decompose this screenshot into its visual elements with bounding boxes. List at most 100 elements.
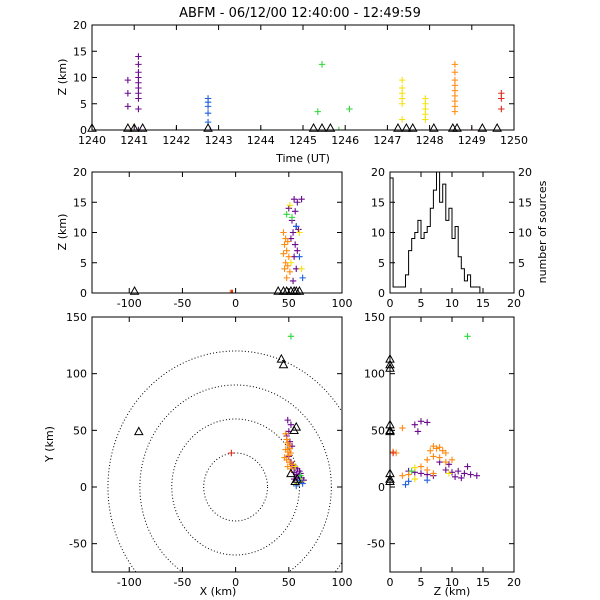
histogram-y-tick-label-left: 5 bbox=[378, 257, 385, 270]
z-y-yellow-source bbox=[411, 475, 418, 483]
station-triangle bbox=[428, 122, 439, 132]
time-height-y-tick-label: 15 bbox=[73, 45, 87, 58]
z-y-purple-source bbox=[458, 474, 465, 482]
plan-view-plot-area bbox=[107, 333, 342, 572]
z-y-x-tick-label: 0 bbox=[387, 576, 394, 589]
station-triangle bbox=[286, 468, 296, 478]
x-z-x-tick-label: 0 bbox=[232, 297, 239, 310]
time-height-frame bbox=[91, 24, 515, 131]
histogram-x-tick-label: 0 bbox=[387, 297, 394, 310]
histogram-bin bbox=[393, 287, 396, 293]
z-y-y-tick-label: 150 bbox=[364, 311, 385, 324]
x-z-orange-source bbox=[286, 268, 294, 276]
time-height-purple-source bbox=[135, 61, 142, 68]
station-triangle bbox=[123, 122, 133, 132]
station-triangle bbox=[477, 122, 488, 132]
plan-view-red-source bbox=[228, 449, 235, 457]
time-panel-z-axis-label: Z (km) bbox=[56, 59, 69, 96]
z-y-purple-source bbox=[455, 467, 462, 475]
plan-view-green-source bbox=[287, 333, 295, 340]
x-z-yellow-source bbox=[296, 229, 303, 236]
x-z-purple-source bbox=[294, 247, 301, 254]
time-height-yellow-source bbox=[422, 116, 429, 123]
z-y-purple-source bbox=[448, 469, 456, 476]
station-triangle bbox=[137, 122, 148, 132]
histogram-bin bbox=[399, 287, 402, 293]
station-triangle bbox=[292, 474, 303, 483]
histogram-y-tick-label: 20 bbox=[518, 166, 532, 179]
z-y-yellow-source bbox=[411, 464, 418, 471]
station-triangle bbox=[385, 359, 395, 369]
z-y-orange-source bbox=[430, 470, 437, 477]
station-triangle bbox=[385, 425, 395, 435]
figure-title: ABFM - 06/12/00 12:40:00 - 12:49:59 bbox=[179, 6, 421, 21]
z-y-orange-source bbox=[399, 424, 406, 432]
time-height-x-tick-label: 1244 bbox=[247, 134, 275, 147]
time-height-x-tick-label: 1245 bbox=[289, 134, 317, 147]
plan-view-x-tick-label: -100 bbox=[117, 576, 142, 589]
time-height-purple-source bbox=[135, 105, 142, 113]
histogram-bin bbox=[440, 202, 443, 293]
plan-view-y-tick-label: 50 bbox=[73, 424, 87, 437]
plan-view-orange-source bbox=[284, 448, 291, 456]
time-height-red-source bbox=[498, 95, 505, 102]
time-height-yellow-source bbox=[398, 100, 406, 107]
histogram-y-tick-label-left: 10 bbox=[371, 227, 385, 240]
z-y-purple-source bbox=[464, 463, 471, 470]
x-z-panel: -100 -50 0 50 100 0 5 10 15 20 bbox=[73, 166, 353, 310]
x-z-orange-source bbox=[281, 265, 288, 272]
range-ring bbox=[171, 418, 300, 556]
plan-view-y-tick-label: 0 bbox=[80, 481, 87, 494]
time-height-x-tick-label: 1249 bbox=[458, 134, 486, 147]
time-height-green-source bbox=[335, 126, 343, 130]
histogram-bin bbox=[474, 287, 477, 293]
time-height-x-tick-label: 1242 bbox=[162, 134, 190, 147]
time-height-orange-source bbox=[451, 61, 459, 68]
time-height-green-source bbox=[346, 105, 353, 113]
time-height-blue-source bbox=[204, 110, 212, 117]
x-z-blue-source bbox=[293, 223, 300, 230]
z-y-purple-source bbox=[417, 470, 425, 477]
histogram-x-tick-label: 5 bbox=[418, 297, 425, 310]
x-z-yellow-source bbox=[298, 265, 305, 272]
station-triangle bbox=[325, 122, 336, 132]
station-triangle bbox=[87, 122, 97, 132]
z-y-purple-source bbox=[411, 421, 418, 428]
x-z-x-tick-label: 100 bbox=[332, 297, 353, 310]
plan-view-y-tick-label: 100 bbox=[66, 368, 87, 381]
time-height-y-tick-label: 10 bbox=[73, 72, 87, 85]
histogram-y-tick-label-left: 0 bbox=[378, 287, 385, 300]
x-z-orange-source bbox=[227, 289, 234, 293]
z-y-x-tick-label: 15 bbox=[476, 576, 490, 589]
plan-x-axis-label: X (km) bbox=[200, 585, 237, 598]
range-ring bbox=[139, 384, 332, 572]
z-y-orange-source bbox=[424, 466, 431, 474]
range-ring bbox=[203, 452, 269, 522]
z-y-green-source bbox=[408, 467, 415, 475]
x-z-green-source bbox=[283, 211, 290, 218]
plan-view-x-tick-label: -50 bbox=[173, 576, 191, 589]
histogram-bin bbox=[396, 287, 399, 293]
x-z-x-tick-label: 50 bbox=[282, 297, 296, 310]
time-height-y-tick-label: 0 bbox=[80, 124, 87, 137]
plan-view-x-tick-label: 100 bbox=[332, 576, 353, 589]
x-z-green-source bbox=[288, 214, 296, 221]
z-y-panel: 0 5 10 15 20 -50 0 50 100 150 bbox=[364, 311, 521, 589]
time-height-orange-source bbox=[451, 69, 459, 76]
time-height-y-tick-label: 20 bbox=[73, 19, 87, 32]
z-y-plot-area bbox=[390, 333, 480, 488]
station-triangle bbox=[290, 476, 301, 486]
time-height-x-tick-label: 1247 bbox=[373, 134, 401, 147]
x-z-y-tick-label: 15 bbox=[73, 196, 87, 209]
plan-view-panel: -100 -50 0 50 100 -50 0 50 100 150 bbox=[66, 311, 353, 589]
z-y-x-tick-label: 5 bbox=[418, 576, 425, 589]
x-z-orange-source bbox=[283, 247, 290, 254]
x-z-blue-source bbox=[299, 274, 306, 282]
z-y-y-tick-label: 50 bbox=[371, 424, 385, 437]
x-z-frame bbox=[91, 171, 343, 294]
station-triangle bbox=[133, 426, 144, 436]
x-z-purple-source bbox=[298, 196, 305, 203]
z-y-blue-source bbox=[424, 477, 431, 484]
time-height-yellow-source bbox=[398, 76, 406, 84]
x-z-purple-source bbox=[289, 277, 297, 285]
